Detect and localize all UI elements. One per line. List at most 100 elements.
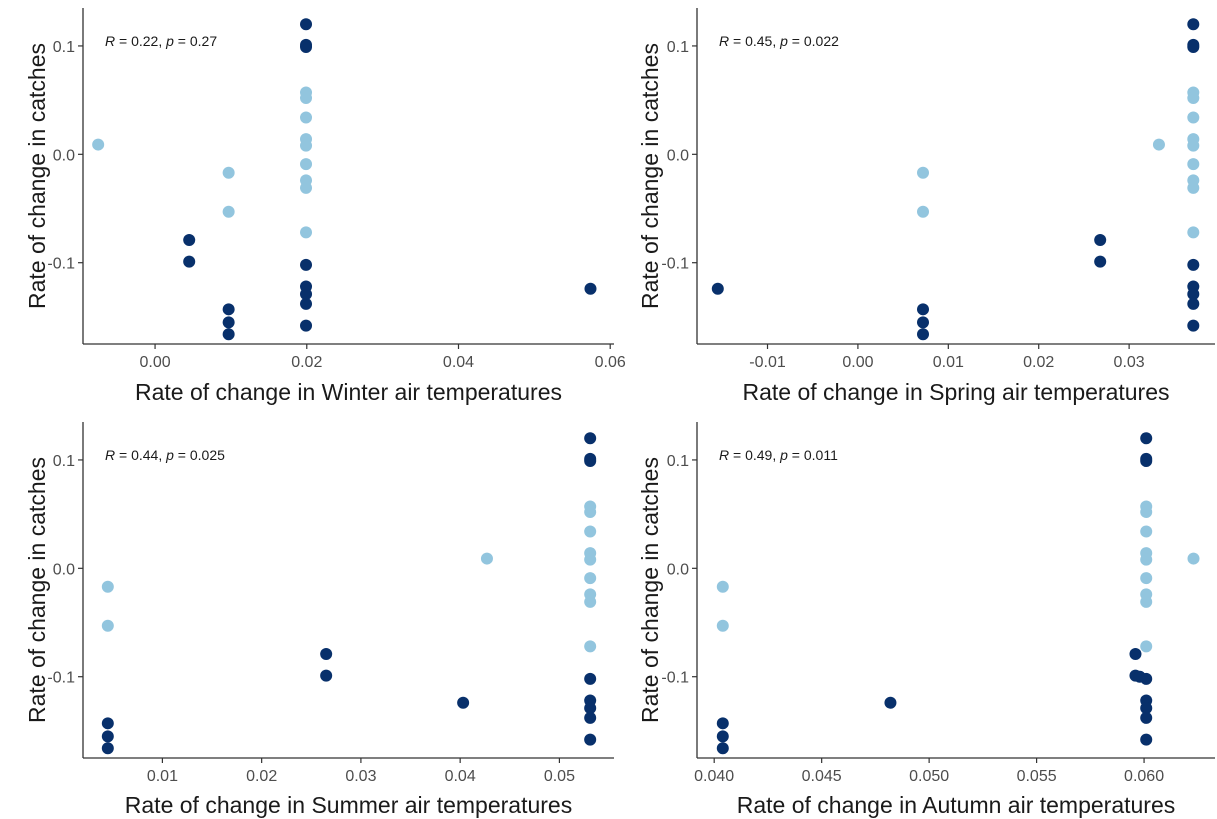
data-point (300, 41, 313, 54)
data-point (1094, 255, 1107, 268)
data-point (1140, 702, 1153, 715)
data-point (1187, 297, 1200, 310)
stat-value: = 0.025 (174, 447, 225, 463)
data-point (1140, 525, 1153, 538)
scatter-panel-3: -0.1 0.0 0.1 0.01 0.02 0.03 0.04 0.05 Rate of ch… (24, 422, 614, 818)
data-point (222, 166, 235, 179)
data-point (1187, 319, 1200, 332)
data-point (480, 552, 493, 565)
data-point (183, 233, 196, 246)
data-point (584, 711, 597, 724)
data-point (716, 730, 729, 743)
x-tick-label: 0.060 (1124, 768, 1164, 785)
data-point (1187, 288, 1200, 301)
stat-value: = 0.27 (174, 33, 217, 49)
data-point (584, 572, 597, 585)
x-axis-title: Rate of change in Spring air temperature… (742, 379, 1169, 405)
data-point (222, 303, 235, 316)
data-point (300, 319, 313, 332)
data-point (1140, 432, 1153, 445)
data-point (101, 619, 114, 632)
data-point (300, 258, 313, 271)
data-point (1129, 647, 1142, 660)
y-axis-title: Rate of change in catches (637, 43, 663, 309)
data-point (1187, 91, 1200, 104)
data-point (183, 255, 196, 268)
data-point (1187, 18, 1200, 31)
data-point (300, 288, 313, 301)
x-tick-label: 0.02 (291, 354, 322, 371)
data-point (884, 696, 897, 709)
scatter-panel-2: -0.1 0.0 0.1 -0.01 0.00 0.01 0.02 0.03 Rate of c… (637, 8, 1215, 405)
stat-symbol: p (165, 447, 174, 463)
x-tick-label: 0.04 (443, 354, 474, 371)
data-point (1140, 553, 1153, 566)
data-point (584, 282, 597, 295)
x-axis-title: Rate of change in Summer air temperature… (125, 792, 572, 818)
data-point (584, 432, 597, 445)
data-point (584, 505, 597, 518)
data-point (92, 138, 105, 151)
x-tick-label: 0.055 (1017, 768, 1057, 785)
y-tick-label: 0.0 (667, 147, 689, 164)
x-tick-label: 0.03 (345, 768, 376, 785)
correlation-annotation: R = 0.49, p = 0.011 (719, 447, 838, 463)
y-tick-label: 0.0 (53, 147, 75, 164)
x-tick-label: 0.01 (933, 354, 964, 371)
data-point (300, 18, 313, 31)
data-point (917, 166, 930, 179)
y-tick-label: 0.1 (53, 453, 75, 470)
scatter-panel-4: -0.1 0.0 0.1 0.040 0.045 0.050 0.055 0.060 Rate … (637, 422, 1215, 818)
x-tick-label: 0.00 (139, 354, 170, 371)
data-point (1187, 181, 1200, 194)
data-point (320, 647, 333, 660)
y-tick-label: -0.1 (47, 256, 75, 273)
stat-value: = 0.49, (729, 447, 780, 463)
data-point (584, 733, 597, 746)
x-tick-label: 0.040 (694, 768, 734, 785)
y-axis-title: Rate of change in catches (637, 457, 663, 723)
data-point (1094, 233, 1107, 246)
data-point (457, 696, 470, 709)
stat-value: = 0.022 (788, 33, 839, 49)
data-point (584, 455, 597, 468)
x-tick-label: 0.00 (842, 354, 873, 371)
data-point (584, 672, 597, 685)
y-tick-label: 0.0 (667, 561, 689, 578)
data-point (1187, 258, 1200, 271)
data-point (1187, 552, 1200, 565)
y-axis-title: Rate of change in catches (24, 457, 50, 723)
data-point (917, 328, 930, 341)
stat-symbol: p (165, 33, 174, 49)
x-tick-label: 0.050 (909, 768, 949, 785)
stat-value: = 0.011 (788, 447, 838, 463)
data-point (101, 730, 114, 743)
stat-symbol: p (779, 33, 788, 49)
data-point (300, 139, 313, 152)
correlation-annotation: R = 0.45, p = 0.022 (719, 33, 839, 49)
x-tick-label: 0.01 (147, 768, 178, 785)
data-point (716, 580, 729, 593)
y-tick-label: -0.1 (661, 256, 689, 273)
y-tick-label: -0.1 (661, 670, 689, 687)
data-point (1140, 640, 1153, 653)
x-tick-label: 0.03 (1114, 354, 1145, 371)
y-tick-label: 0.1 (53, 39, 75, 56)
y-tick-label: -0.1 (47, 670, 75, 687)
x-tick-label: 0.02 (246, 768, 277, 785)
data-point (222, 328, 235, 341)
data-point (300, 111, 313, 124)
stat-value: = 0.44, (115, 447, 166, 463)
data-point (716, 619, 729, 632)
stat-symbol: R (719, 33, 729, 49)
x-tick-label: -0.01 (749, 354, 786, 371)
data-point (1140, 455, 1153, 468)
data-point (917, 303, 930, 316)
data-point (584, 525, 597, 538)
x-axis-title: Rate of change in Winter air temperature… (135, 379, 562, 405)
data-point (584, 702, 597, 715)
data-point (584, 640, 597, 653)
data-point (300, 226, 313, 239)
stat-symbol: p (779, 447, 788, 463)
